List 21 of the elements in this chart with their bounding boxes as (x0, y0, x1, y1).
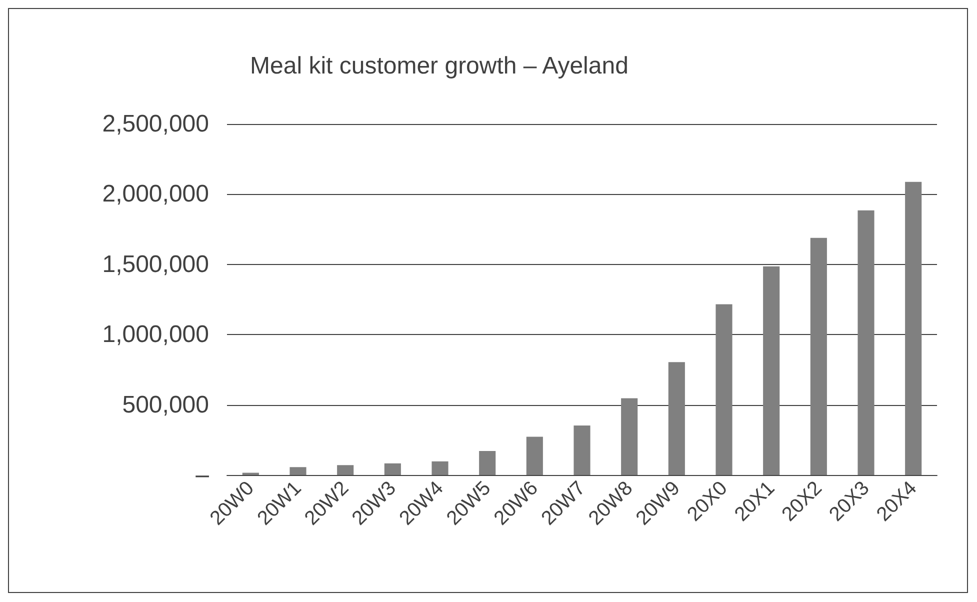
y-tick-label: 500,000 (122, 391, 209, 418)
y-tick-label: 1,000,000 (102, 321, 209, 348)
y-tick-label: 2,500,000 (102, 110, 209, 138)
y-tick-label: – (196, 462, 210, 488)
bar (337, 465, 354, 475)
bar (668, 362, 685, 475)
bar (479, 450, 496, 475)
y-tick-label: 1,500,000 (102, 250, 209, 278)
bar (621, 398, 638, 475)
bar (763, 266, 780, 475)
bar (905, 182, 922, 475)
y-tick-label: 2,000,000 (102, 180, 209, 208)
bar (574, 425, 590, 475)
bar (716, 304, 732, 475)
bar (290, 467, 306, 475)
bar (384, 463, 401, 475)
bar (810, 238, 827, 475)
chart-title: Meal kit customer growth – Ayeland (250, 52, 628, 80)
bar (526, 436, 543, 475)
bar (432, 461, 448, 475)
bar (858, 210, 874, 475)
